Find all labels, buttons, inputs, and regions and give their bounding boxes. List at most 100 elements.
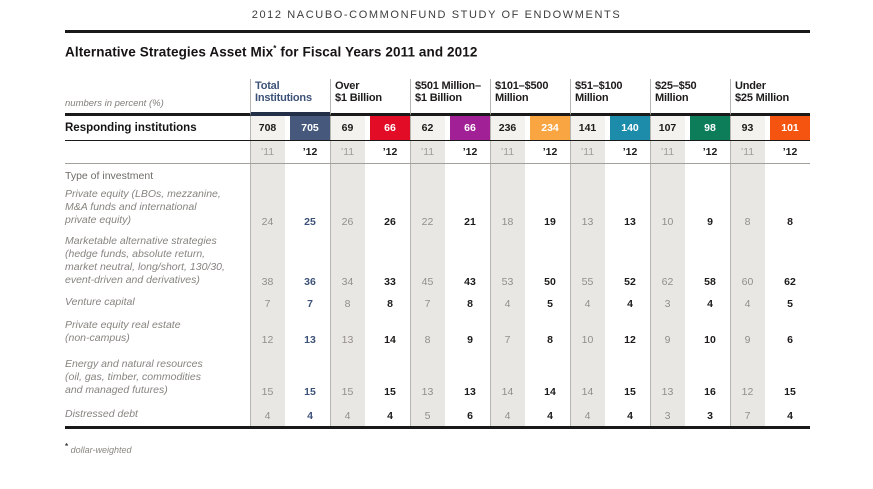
footnote-text: dollar-weighted [70,444,132,455]
value-11: 10 [570,313,610,350]
value-12: 36 [304,275,316,288]
year-label-11: ’11 [730,140,770,163]
value-11: 7 [250,291,290,314]
value-12: 25 [304,215,316,228]
value-12 [450,164,490,188]
row-label: Private equity real estate (non-campus) [65,319,181,345]
row-label: Energy and natural resources (oil, gas, … [65,358,203,397]
value-11 [730,163,770,188]
value-12: 8 [387,297,393,310]
value-12: 6 [787,333,793,346]
table-row: Venture capital 7 7 8 8 7 8 4 5 4 4 3 4 4 5 [65,291,810,314]
title-text-rest: for Fiscal Years 2011 and 2012 [276,44,478,60]
value-12: 21 [464,215,476,228]
row-label: Marketable alternative strategies (hedge… [65,235,225,287]
value-12: 62 [784,275,796,288]
value-11: 4 [490,401,530,426]
value-11: 4 [570,291,610,314]
year-label-11: ’11 [410,140,450,163]
responding-row-label: Responding institutions [65,121,197,134]
top-rule [65,30,810,33]
value-11: 38 [250,231,290,292]
row-label: Type of investment [65,170,154,183]
responding-count-12: 140 [610,115,650,140]
value-12: 10 [704,333,716,346]
value-11: 7 [490,313,530,350]
row-label: Venture capital [65,296,135,309]
value-11: 15 [250,349,290,402]
value-12: 33 [384,275,396,288]
group-header: $51–$100 Million [570,78,650,116]
value-12: 15 [304,385,316,398]
table-body: Type of investment Private equity (LBOs, … [65,163,810,426]
value-11 [650,163,690,188]
value-12 [610,164,650,188]
value-11: 8 [410,313,450,350]
value-11: 60 [730,231,770,292]
year-label-12: ’12 [622,145,638,158]
value-12: 43 [464,275,476,288]
value-12: 4 [547,409,553,422]
responding-count-12: 66 [370,115,410,140]
value-12: 19 [544,215,556,228]
value-11: 22 [410,187,450,232]
value-12: 50 [544,275,556,288]
value-12: 8 [547,333,553,346]
responding-count-12: 66 [450,115,490,140]
value-12: 13 [624,215,636,228]
responding-count-11: 69 [330,115,370,140]
title-footnote-marker: * [273,44,277,53]
group-header: $101–$500 Million [490,78,570,116]
value-11: 13 [330,313,370,350]
responding-count-11: 141 [570,115,610,140]
value-11 [490,163,530,188]
title-text: Alternative Strategies Asset Mix [65,44,274,60]
value-12: 4 [787,409,793,422]
value-12: 12 [624,333,636,346]
page-title: Alternative Strategies Asset Mix* for Fi… [65,44,873,60]
value-11: 12 [730,349,770,402]
responding-count-12: 98 [690,115,730,140]
value-11: 4 [490,291,530,314]
bottom-rule [65,425,810,429]
responding-count-12: 101 [770,115,810,140]
table-row: Type of investment [65,163,810,188]
asset-mix-table: numbers in percent (%) Total Institution… [65,78,810,429]
value-11 [250,163,290,188]
report-heading: 2012 NACUBO-COMMONFUND STUDY OF ENDOWMEN… [251,9,622,21]
group-header-row: numbers in percent (%) Total Institution… [65,78,810,116]
value-12: 52 [624,275,636,288]
value-11: 55 [570,231,610,292]
value-12: 8 [787,215,793,228]
table-row: Private equity (LBOs, mezzanine, M&A fun… [65,187,810,232]
value-12: 14 [544,385,556,398]
value-11: 7 [410,291,450,314]
value-11 [410,163,450,188]
value-12 [290,164,330,188]
value-12: 16 [704,385,716,398]
value-12: 26 [384,215,396,228]
units-note: numbers in percent (%) [65,79,250,116]
value-12: 13 [304,333,316,346]
value-12 [530,164,570,188]
responding-count-11: 107 [650,115,690,140]
row-label: Distressed debt [65,408,138,421]
value-12: 58 [704,275,716,288]
value-11: 13 [570,187,610,232]
value-11: 13 [650,349,690,402]
year-row: ’11 ’12 ’11 ’12 ’11 ’12 ’11 ’12 ’11 ’12 ’11 ’12 ’11 ’… [65,140,810,164]
value-12: 9 [707,215,713,228]
value-11: 26 [330,187,370,232]
year-label-11: ’11 [570,140,610,163]
value-12 [770,164,810,188]
value-12: 14 [384,333,396,346]
value-12: 3 [707,409,713,422]
value-11: 18 [490,187,530,232]
year-label-12: ’12 [382,145,398,158]
year-label-12: ’12 [302,145,318,158]
value-11: 8 [330,291,370,314]
value-11: 24 [250,187,290,232]
table-row: Marketable alternative strategies (hedge… [65,231,810,292]
value-11: 5 [410,401,450,426]
year-label-11: ’11 [490,140,530,163]
